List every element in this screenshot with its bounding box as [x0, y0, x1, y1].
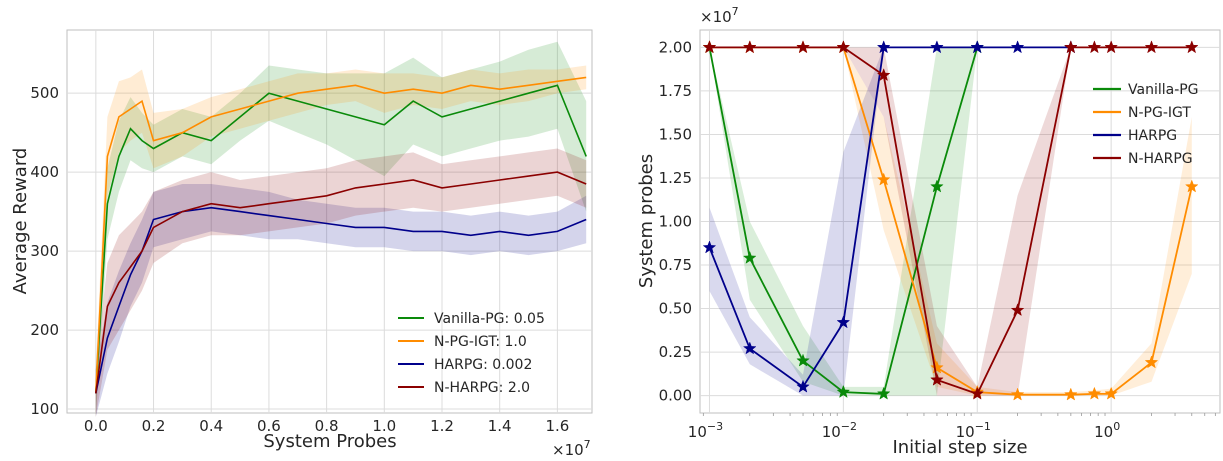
left-legend-label: Vanilla-PG: 0.05	[434, 311, 545, 327]
right-star-marker	[970, 386, 985, 400]
right-star-marker	[796, 379, 810, 393]
right-star-marker	[1087, 386, 1102, 400]
right-star-marker	[836, 40, 851, 54]
left-plot-frame	[66, 29, 593, 414]
left-band-n-harpg	[95, 148, 587, 417]
left-y-tick-label: 100	[30, 400, 59, 418]
right-star-marker	[702, 240, 717, 254]
left-band-harpg	[95, 184, 587, 417]
left-x-tick-label: 0.0	[84, 417, 108, 435]
left-x-multiplier: ×107	[552, 438, 591, 459]
right-star-marker	[1010, 303, 1025, 317]
right-y-tick-label: 0.00	[659, 387, 692, 405]
left-lines	[95, 76, 587, 394]
right-star-marker	[742, 40, 757, 54]
right-star-marker	[742, 250, 757, 264]
right-y-axis-label: System probes	[636, 154, 657, 288]
right-x-tick-label: 10−1	[956, 420, 991, 441]
right-y-tick-label: 2.00	[659, 38, 692, 56]
left-y-tick-label: 500	[30, 84, 59, 102]
right-legend: Vanilla-PG N-PG-IGT HARPG N-HARPG	[1093, 82, 1199, 167]
left-legend-label: HARPG: 0.002	[434, 357, 532, 373]
right-star-marker	[1104, 40, 1118, 54]
right-star-marker	[970, 40, 985, 54]
left-y-tick-label: 400	[30, 163, 59, 181]
left-legend: Vanilla-PG: 0.05 N-PG-IGT: 1.0 HARPG: 0.00…	[398, 311, 545, 396]
right-star-marker	[1184, 40, 1199, 54]
left-x-axis-label: System Probes	[263, 431, 396, 452]
right-x-tick-label: 10−2	[822, 420, 857, 441]
right-legend-label: N-PG-IGT	[1128, 105, 1191, 121]
left-x-tick-label: 1.0	[372, 417, 396, 435]
right-star-marker	[836, 384, 851, 399]
left-x-tick-label: 0.8	[315, 417, 339, 435]
left-y-axis-label: Average Reward	[10, 148, 31, 295]
left-chart: 0.0 0.2 0.4 0.6 0.8 1.0 1.2 1.4 1.6 100 200 300 400 5…	[10, 29, 593, 459]
right-x-tick-label: 100	[1094, 420, 1120, 441]
right-y-tick-label: 1.50	[659, 125, 692, 143]
left-x-tick-label: 1.6	[545, 417, 569, 435]
right-legend-label: HARPG	[1128, 128, 1177, 144]
left-x-tick-label: 0.2	[142, 417, 166, 435]
right-star-marker	[876, 40, 891, 54]
right-chart: 10−3 10−2 10−1 100 0.00 0.25 0.50 0.75 1.00 1.25 1…	[636, 5, 1221, 458]
right-y-tick-label: 1.00	[659, 213, 692, 231]
right-x-axis-label: Initial step size	[892, 437, 1027, 458]
right-star-marker	[930, 40, 944, 54]
right-star-marker	[876, 172, 891, 186]
right-star-marker	[796, 353, 810, 367]
left-x-tick-label: 1.2	[430, 417, 454, 435]
right-y-tick-label: 0.25	[659, 343, 692, 361]
right-legend-label: Vanilla-PG	[1128, 82, 1199, 98]
right-star-marker	[1064, 40, 1078, 54]
left-ticks: 0.0 0.2 0.4 0.6 0.8 1.0 1.2 1.4 1.6 100 200 300 400 5…	[30, 84, 569, 435]
right-star-marker	[1104, 386, 1118, 400]
left-x-tick-label: 0.4	[199, 417, 223, 435]
right-y-tick-label: 0.75	[659, 256, 692, 274]
right-star-marker	[930, 179, 944, 193]
right-star-marker	[876, 386, 891, 400]
right-star-marker	[1010, 387, 1025, 401]
right-star-marker	[1064, 387, 1078, 401]
left-line-n-pg-igt	[95, 76, 587, 394]
right-star-marker	[1144, 40, 1159, 54]
right-star-marker	[1087, 40, 1102, 54]
left-x-tick-label: 0.6	[257, 417, 281, 435]
left-y-tick-label: 300	[30, 242, 59, 260]
left-y-tick-label: 200	[30, 321, 59, 339]
left-line-n-harpg	[95, 171, 587, 394]
right-star-marker	[742, 341, 757, 355]
right-star-marker	[796, 40, 810, 54]
left-legend-label: N-PG-IGT: 1.0	[434, 334, 527, 350]
right-lines	[702, 40, 1199, 401]
right-star-marker	[1184, 179, 1199, 193]
right-y-tick-label: 1.75	[659, 82, 692, 100]
right-star-marker	[702, 40, 717, 54]
right-star-marker	[930, 372, 944, 386]
right-legend-label: N-HARPG	[1128, 151, 1193, 167]
left-line-vanilla-pg	[95, 84, 587, 394]
left-band-n-pg-igt	[95, 65, 587, 417]
right-band-n-pg-igt	[709, 47, 1192, 396]
right-star-marker	[930, 360, 944, 374]
right-star-marker	[836, 315, 851, 329]
right-y-multiplier: ×107	[700, 5, 739, 26]
left-x-tick-label: 1.4	[488, 417, 512, 435]
right-star-marker	[876, 68, 891, 82]
right-x-tick-label: 10−3	[688, 420, 723, 441]
right-ticks: 10−3 10−2 10−1 100 0.00 0.25 0.50 0.75 1.00 1.25 1…	[659, 38, 1216, 441]
left-line-harpg	[95, 206, 587, 394]
right-star-marker	[1010, 40, 1025, 54]
left-legend-label: N-HARPG: 2.0	[434, 380, 530, 396]
left-grid	[67, 30, 592, 413]
right-y-tick-label: 1.25	[659, 169, 692, 187]
right-star-marker	[1144, 355, 1159, 369]
right-y-tick-label: 0.50	[659, 300, 692, 318]
